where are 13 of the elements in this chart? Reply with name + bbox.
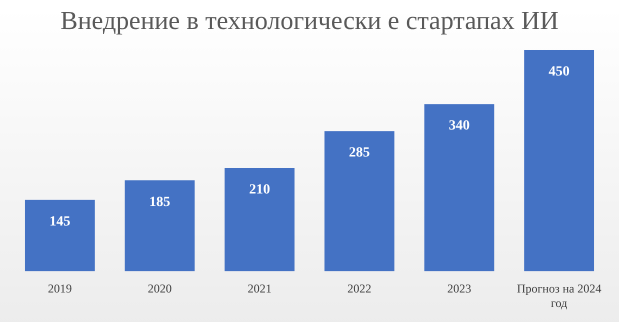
x-tick-label: Прогноз на 2024 год xyxy=(516,282,602,310)
data-label: 145 xyxy=(49,214,70,230)
data-label: 285 xyxy=(348,146,370,161)
data-label: 185 xyxy=(149,194,170,210)
x-tick-label: 2021 xyxy=(248,282,272,296)
data-label: 210 xyxy=(249,182,270,198)
x-tick-label: 2022 xyxy=(347,282,372,296)
x-tick-label: 2023 xyxy=(447,282,472,296)
x-tick-label: 2019 xyxy=(48,282,72,296)
x-tick-label: 2020 xyxy=(148,282,172,296)
data-label: 450 xyxy=(548,64,570,80)
data-label: 340 xyxy=(448,118,470,134)
chart-title: Внедрение в технологически е стартапах ИИ xyxy=(59,6,560,36)
